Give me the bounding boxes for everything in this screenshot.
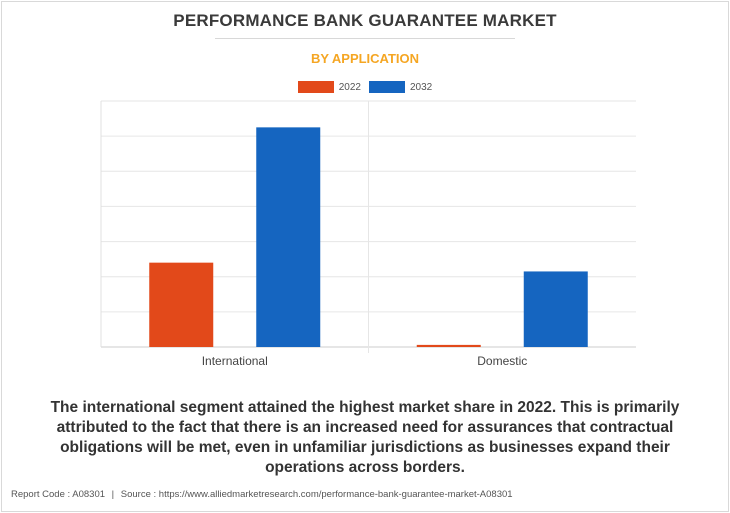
chart-title: PERFORMANCE BANK GUARANTEE MARKET bbox=[173, 11, 557, 30]
x-tick-label-international: International bbox=[202, 354, 268, 368]
source-text: Source : https://www.alliedmarketresearc… bbox=[120, 489, 513, 500]
bar-chart: International Domestic bbox=[100, 100, 636, 368]
legend-swatch-2022 bbox=[297, 81, 334, 93]
legend-item-2022: 2022 bbox=[297, 81, 361, 93]
x-axis-labels: International Domestic bbox=[202, 354, 528, 368]
x-tick-label-domestic: Domestic bbox=[477, 354, 527, 368]
chart-caption: The international segment attained the h… bbox=[50, 399, 680, 476]
bar-international-2032 bbox=[256, 127, 321, 347]
title-divider bbox=[215, 38, 515, 39]
bars bbox=[149, 127, 588, 347]
report-code: Report Code : A08301 bbox=[11, 489, 106, 500]
legend-swatch-2032 bbox=[369, 81, 405, 93]
bar-domestic-2032 bbox=[523, 271, 588, 347]
legend: 2022 2032 bbox=[0, 80, 730, 94]
footer: Report Code : A08301 | Source : https://… bbox=[11, 489, 513, 500]
footer-separator: | bbox=[111, 489, 115, 500]
bar-domestic-2022 bbox=[416, 344, 481, 347]
bar-international-2022 bbox=[149, 262, 214, 347]
legend-item-2032: 2032 bbox=[369, 81, 432, 93]
legend-label-2022: 2022 bbox=[338, 81, 361, 93]
chart-subtitle: BY APPLICATION bbox=[310, 51, 420, 66]
legend-label-2032: 2032 bbox=[410, 81, 433, 93]
